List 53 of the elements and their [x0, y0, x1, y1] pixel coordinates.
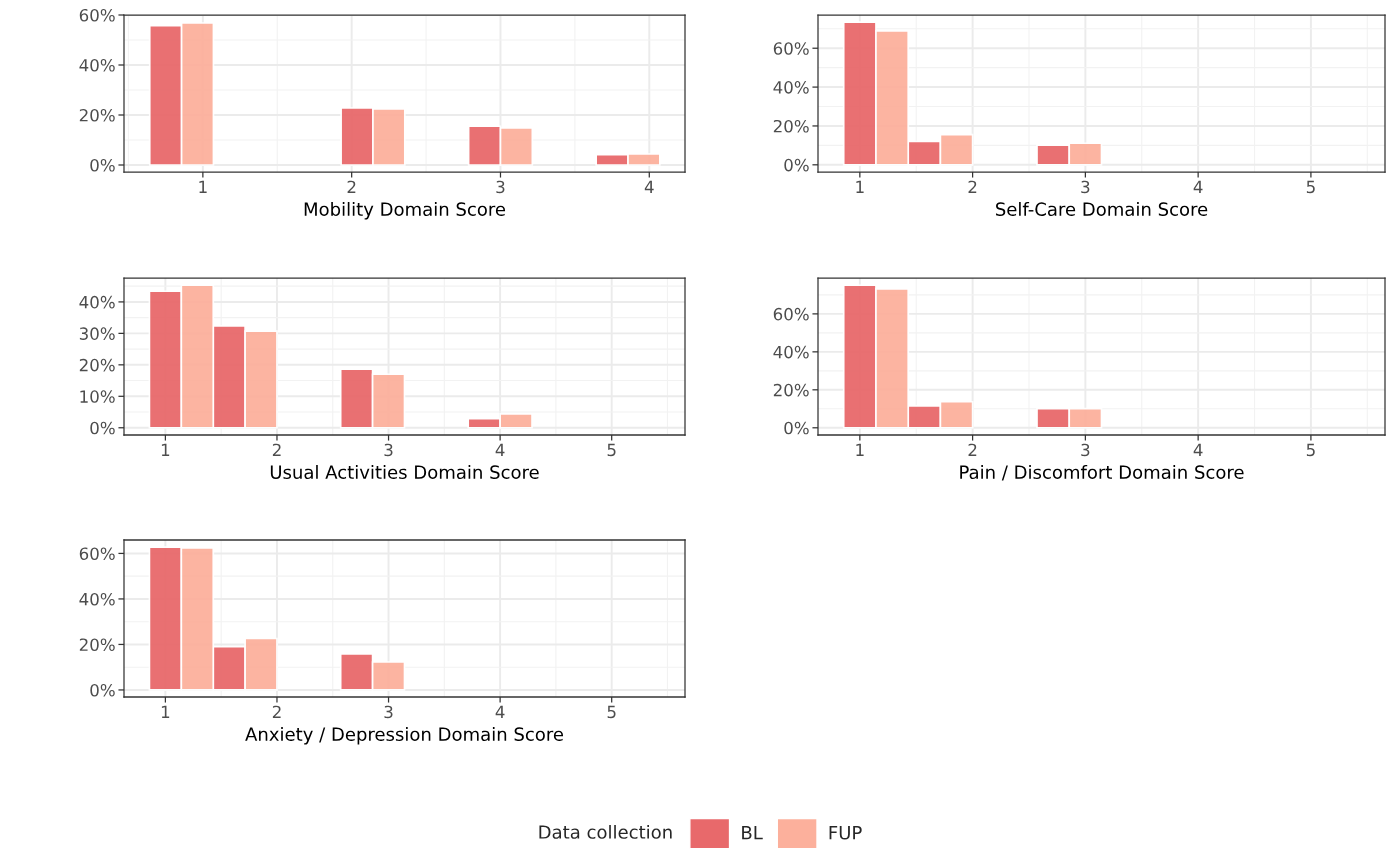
x-axis-title: Usual Activities Domain Score [270, 465, 539, 479]
y-tick-label: 20% [773, 383, 809, 397]
x-tick-label: 3 [1081, 180, 1090, 194]
y-tick-label: 40% [79, 295, 115, 309]
y-tick-label: 30% [79, 327, 115, 340]
legend-title: Data collection [539, 824, 672, 839]
x-tick-label: 4 [495, 705, 505, 718]
x-tick-label: 4 [495, 443, 505, 456]
x-axis-title: Anxiety / Depression Domain Score [245, 727, 564, 745]
x-tick-label: 4 [1193, 443, 1203, 456]
x-tick-label: 1 [199, 180, 207, 193]
x-tick-label: 2 [347, 180, 356, 193]
y-tick-label: 40% [79, 58, 115, 72]
x-tick-label: 1 [856, 443, 864, 456]
x-tick-label: 2 [968, 180, 977, 193]
legend-label: FUP [829, 826, 862, 840]
y-tick-label: 60% [79, 547, 115, 560]
y-tick-label: 60% [79, 8, 115, 22]
x-axis-title: Self-Care Domain Score [996, 202, 1208, 216]
y-tick-label: 20% [79, 358, 115, 372]
y-tick-label: 0% [90, 158, 115, 172]
y-tick-label: 40% [773, 81, 809, 94]
x-tick-label: 5 [1306, 443, 1315, 457]
y-tick-label: 60% [773, 42, 809, 55]
y-tick-label: 0% [784, 158, 809, 172]
x-tick-label: 1 [856, 180, 864, 193]
x-tick-label: 5 [607, 705, 616, 719]
x-tick-label: 4 [1193, 180, 1203, 193]
x-axis-title: Mobility Domain Score [304, 202, 506, 220]
y-tick-label: 20% [773, 119, 809, 133]
legend-label: BL [742, 826, 763, 840]
y-tick-label: 40% [773, 345, 809, 359]
x-tick-label: 5 [607, 443, 616, 457]
x-tick-label: 3 [384, 705, 393, 719]
x-tick-label: 3 [496, 180, 505, 194]
y-tick-label: 0% [784, 421, 809, 435]
x-tick-label: 3 [384, 443, 393, 457]
x-tick-label: 2 [272, 443, 281, 456]
y-tick-label: 60% [773, 307, 809, 321]
x-tick-label: 2 [968, 443, 977, 456]
y-tick-label: 0% [90, 683, 115, 697]
y-tick-label: 10% [80, 390, 115, 403]
x-tick-label: 1 [161, 705, 170, 718]
x-tick-label: 5 [1306, 180, 1315, 194]
y-tick-label: 40% [79, 592, 115, 606]
y-tick-label: 20% [79, 638, 115, 652]
x-tick-label: 1 [161, 443, 170, 456]
x-tick-label: 4 [644, 180, 654, 193]
x-axis-title: Pain / Discomfort Domain Score [960, 465, 1244, 481]
y-tick-label: 20% [79, 108, 115, 122]
x-tick-label: 3 [1081, 443, 1090, 457]
x-tick-label: 2 [272, 705, 281, 718]
y-tick-label: 0% [90, 421, 115, 435]
